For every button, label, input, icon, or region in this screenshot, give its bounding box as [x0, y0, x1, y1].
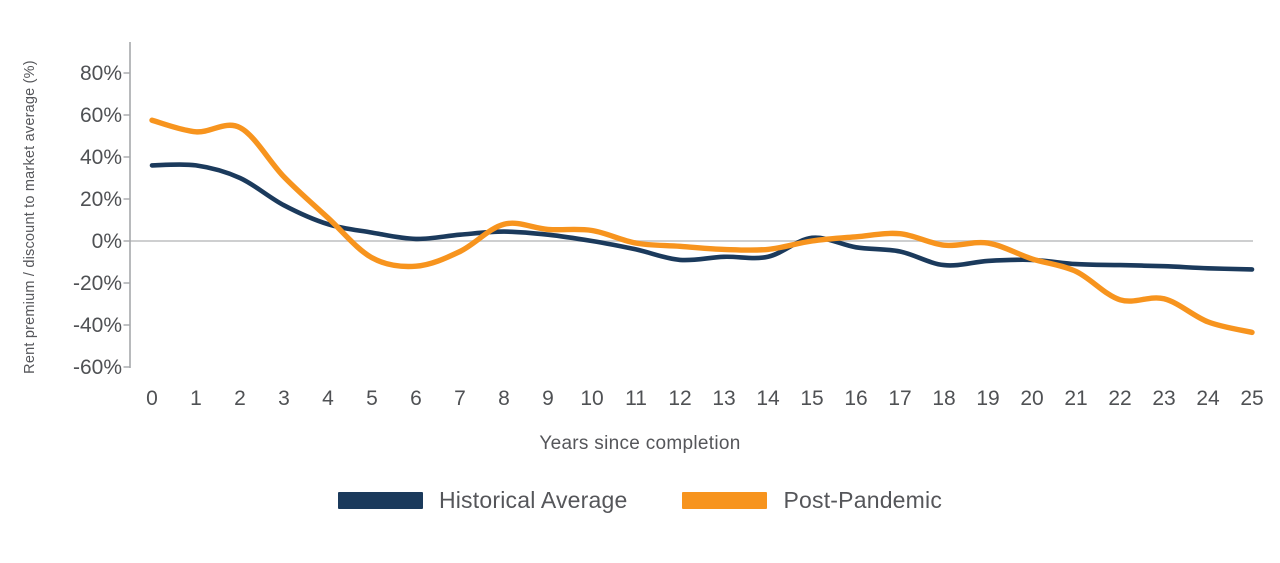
y-tick-label: -60% [73, 356, 122, 379]
x-axis-title: Years since completion [539, 433, 741, 454]
x-tick-label: 1 [190, 387, 202, 410]
x-tick-label: 15 [800, 387, 823, 410]
x-tick-label: 14 [756, 387, 780, 410]
post-pandemic-swatch [682, 492, 768, 509]
x-tick-label: 9 [542, 387, 554, 410]
y-tick-label: -20% [73, 272, 122, 295]
x-tick-label: 8 [498, 387, 510, 410]
y-tick-label: 80% [80, 62, 122, 85]
x-tick-label: 3 [278, 387, 290, 410]
x-tick-label: 17 [888, 387, 911, 410]
x-tick-label: 6 [410, 387, 422, 410]
x-tick-label: 5 [366, 387, 378, 410]
x-tick-label: 7 [454, 387, 466, 410]
x-tick-label: 25 [1240, 387, 1263, 410]
x-tick-label: 2 [234, 387, 246, 410]
x-tick-label: 22 [1108, 387, 1131, 410]
post-pandemic-line [149, 117, 1255, 336]
legend-item-post-pandemic: Post-Pandemic [682, 487, 942, 514]
y-tick-label: 0% [92, 230, 122, 253]
x-tick-label: 24 [1196, 387, 1220, 410]
y-axis-title: Rent premium / discount to market averag… [22, 60, 38, 374]
post-pandemic-label: Post-Pandemic [783, 487, 943, 513]
historical-average-swatch [337, 492, 423, 509]
y-tick-label: 60% [80, 104, 122, 127]
x-tick-label: 11 [625, 387, 647, 410]
y-tick-label: 40% [80, 146, 122, 169]
legend: Historical Average Post-Pandemic [0, 487, 1280, 514]
x-tick-label: 18 [932, 387, 955, 410]
x-tick-label: 4 [322, 387, 334, 410]
historical-average-line [149, 162, 1255, 272]
y-tick-label: -40% [73, 314, 122, 337]
x-tick-label: 19 [976, 387, 999, 410]
x-tick-label: 23 [1152, 387, 1175, 410]
x-tick-label: 0 [146, 387, 158, 410]
x-tick-label: 20 [1020, 387, 1043, 410]
x-tick-label: 12 [668, 387, 691, 410]
x-tick-label: 16 [844, 387, 867, 410]
historical-average-label: Historical Average [438, 487, 628, 513]
y-tick-label: 20% [80, 188, 122, 211]
x-tick-label: 13 [712, 387, 735, 410]
x-tick-label: 21 [1064, 387, 1087, 410]
legend-item-historical-average: Historical Average [337, 487, 628, 514]
x-tick-label: 10 [580, 387, 603, 410]
